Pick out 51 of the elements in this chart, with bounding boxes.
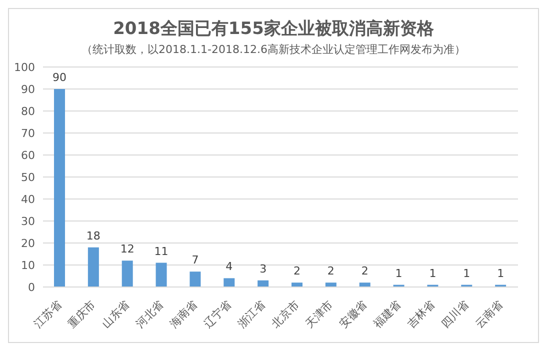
x-tick-label: 云南省 [472,298,506,331]
data-label: 1 [429,266,436,280]
data-label: 2 [294,264,300,278]
bar [54,89,65,287]
data-label: 18 [86,229,100,242]
x-tick-label: 北京市 [269,298,302,331]
y-tick-label: 30 [21,214,35,228]
x-tick-label: 天津市 [303,298,336,331]
data-label: 3 [260,262,267,276]
data-label: 2 [327,264,334,278]
x-tick-label: 河北省 [133,298,166,331]
y-tick-label: 80 [21,104,35,118]
y-tick-label: 10 [21,258,35,272]
data-label: 1 [497,266,504,280]
x-tick-label: 安徽省 [337,298,370,331]
data-label: 11 [154,244,168,258]
x-tick-label: 四川省 [438,298,472,331]
x-tick-label: 吉林省 [404,298,438,331]
data-label: 4 [226,260,233,274]
x-tick-label: 辽宁省 [201,298,234,331]
y-tick-label: 100 [14,60,35,74]
y-tick-label: 70 [21,126,35,140]
bar [224,278,235,287]
x-tick-label: 浙江省 [235,298,268,331]
bar [258,280,269,287]
data-label: 12 [120,242,134,256]
x-tick-label: 福建省 [370,298,404,331]
y-tick-label: 90 [21,82,35,96]
x-tick-label: 山东省 [100,298,132,331]
bar [156,262,167,287]
y-tick-label: 20 [21,236,35,250]
data-label: 90 [52,71,66,84]
data-label: 1 [395,266,402,280]
chart-subtitle: （统计取数，以2018.1.1-2018.12.6高新技术企业认定管理工作网发布为准） [80,42,466,57]
bar [292,282,302,287]
bar [190,272,201,287]
y-tick-label: 60 [21,148,35,162]
y-tick-label: 50 [21,170,35,184]
bar [88,247,99,287]
y-tick-label: 0 [28,280,35,294]
x-tick-label: 江苏省 [32,298,64,331]
bar [325,282,336,287]
data-label: 1 [463,266,470,280]
x-tick-label: 海南省 [167,298,200,331]
bar [122,260,133,287]
chart-title: 2018全国已有155家企业被取消高新资格 [112,18,435,40]
data-label: 7 [192,254,199,267]
data-label: 2 [361,264,368,278]
y-tick-label: 40 [21,192,35,206]
x-tick-label: 重庆市 [66,298,98,331]
bar [359,282,370,287]
